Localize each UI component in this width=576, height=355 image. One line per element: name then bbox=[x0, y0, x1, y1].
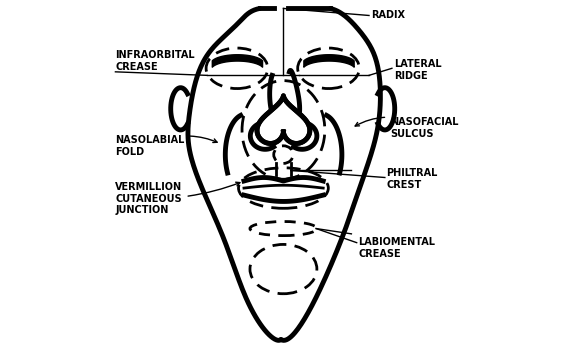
Text: PHILTRAL
CREST: PHILTRAL CREST bbox=[386, 169, 438, 190]
Polygon shape bbox=[257, 96, 310, 143]
Text: LABIOMENTAL
CREASE: LABIOMENTAL CREASE bbox=[358, 237, 435, 259]
Text: LATERAL
RIDGE: LATERAL RIDGE bbox=[393, 59, 441, 81]
Text: INFRAORBITAL
CREASE: INFRAORBITAL CREASE bbox=[115, 50, 195, 72]
Text: RADIX: RADIX bbox=[371, 11, 405, 21]
Text: NASOFACIAL
SULCUS: NASOFACIAL SULCUS bbox=[355, 118, 458, 139]
Text: VERMILLION
CUTANEOUS
JUNCTION: VERMILLION CUTANEOUS JUNCTION bbox=[115, 182, 240, 215]
Text: NASOLABIAL
FOLD: NASOLABIAL FOLD bbox=[115, 135, 217, 157]
